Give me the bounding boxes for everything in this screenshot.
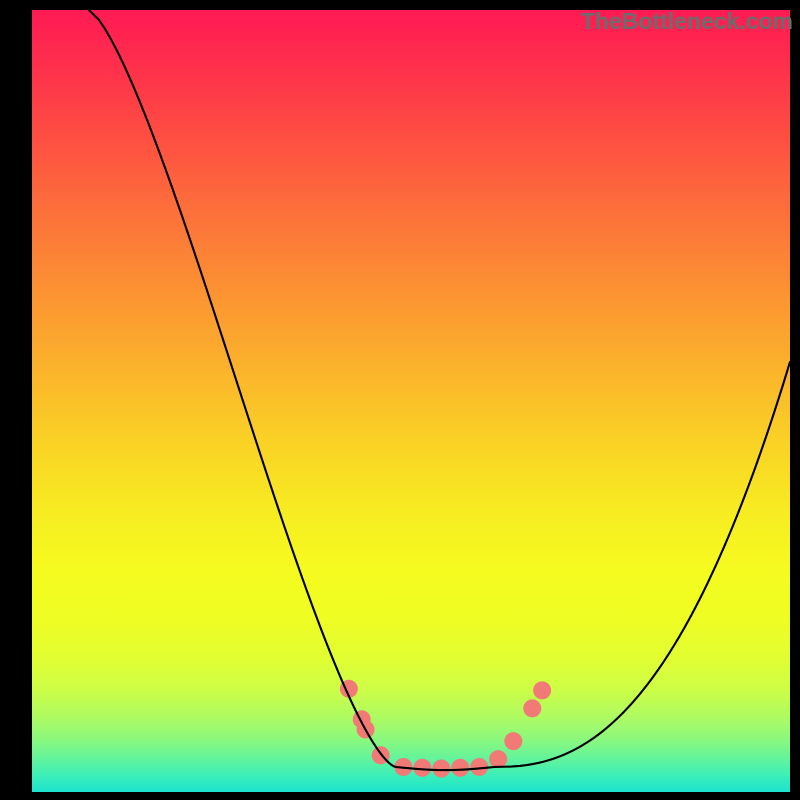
- watermark-text: TheBottleneck.com: [581, 8, 793, 35]
- gradient-background: [32, 10, 790, 792]
- chart-container: TheBottleneck.com: [0, 0, 800, 800]
